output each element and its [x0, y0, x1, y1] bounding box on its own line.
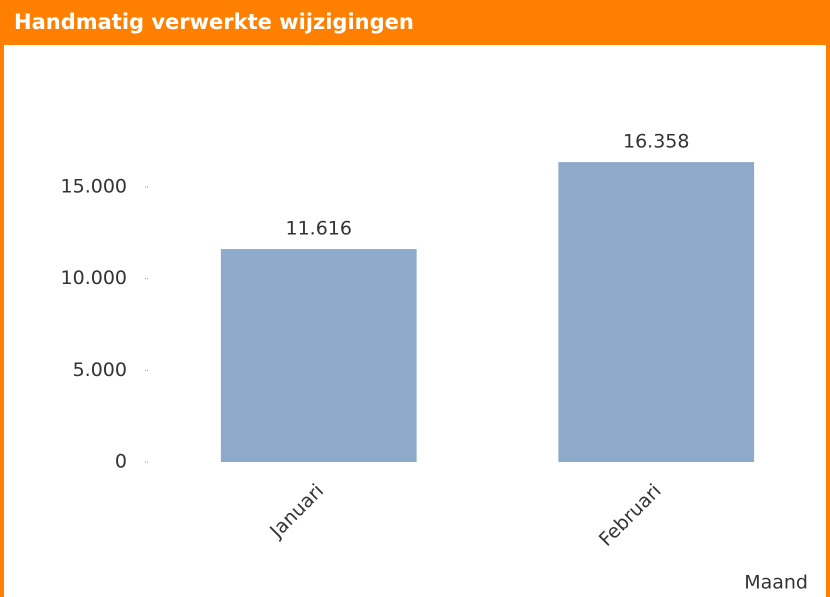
x-axis-label: Maand [744, 572, 808, 594]
chart-title: Handmatig verwerkte wijzigingen [14, 10, 414, 34]
bar [220, 249, 417, 462]
value-label: 16.358 [623, 131, 689, 153]
value-label: 11.616 [286, 218, 352, 240]
y-tick-label: 0 [115, 451, 127, 473]
frame-right [826, 0, 830, 597]
header [0, 0, 830, 45]
y-tick-label: 10.000 [61, 267, 127, 289]
y-tick-label: 15.000 [61, 176, 127, 198]
bar [558, 162, 755, 462]
y-tick-label: 5.000 [73, 359, 127, 381]
frame-left [0, 0, 4, 597]
